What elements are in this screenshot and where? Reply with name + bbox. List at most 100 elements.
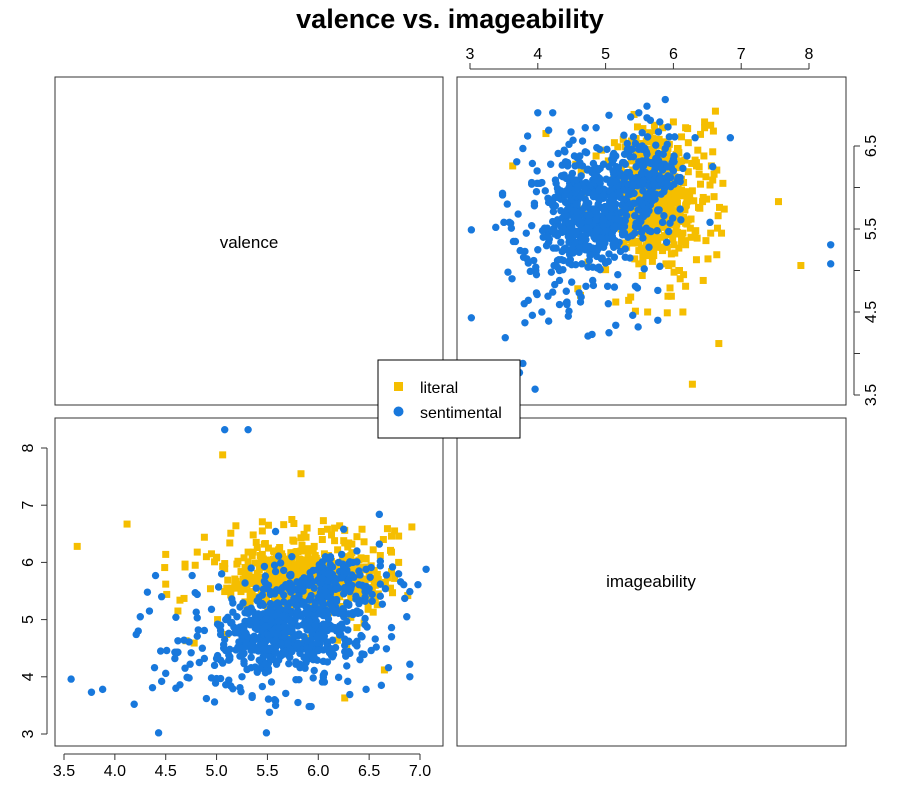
point-literal-tr (713, 224, 721, 232)
point-sentimental-tr (553, 231, 562, 240)
point-literal-tr (657, 233, 665, 241)
point-sentimental-tr (591, 163, 600, 172)
point-literal-bl (266, 563, 274, 571)
point-sentimental-tr (634, 323, 642, 331)
point-sentimental-bl (280, 623, 288, 631)
point-sentimental-tr (530, 202, 539, 210)
point-sentimental-bl (334, 609, 343, 618)
point-sentimental-bl (229, 599, 237, 607)
point-sentimental-tr (572, 260, 580, 269)
point-literal-tr (673, 164, 681, 172)
point-sentimental-bl (377, 681, 386, 690)
point-sentimental-tr (583, 224, 591, 232)
point-sentimental-bl (193, 632, 201, 640)
point-literal-tr (661, 232, 669, 240)
point-sentimental-tr (629, 311, 637, 320)
point-literal-bl (404, 592, 412, 600)
point-sentimental-bl (247, 564, 255, 572)
point-sentimental-tr (541, 187, 549, 195)
point-literal-tr (709, 127, 717, 135)
point-sentimental-bl (324, 570, 333, 578)
point-sentimental-bl (286, 571, 294, 579)
point-sentimental-tr (564, 312, 573, 320)
point-literal-tr (680, 271, 688, 279)
point-sentimental-tr (557, 256, 566, 264)
point-sentimental-bl (387, 633, 396, 641)
point-sentimental-bl (214, 583, 223, 591)
point-sentimental-tr (554, 187, 562, 196)
point-literal-tr (675, 244, 683, 252)
point-sentimental-bl (327, 645, 336, 653)
point-literal-bl (340, 537, 348, 545)
point-sentimental-tr (500, 218, 508, 227)
point-sentimental-tr (513, 158, 521, 166)
point-literal-tr (682, 237, 690, 245)
point-sentimental-bl (162, 669, 170, 678)
point-sentimental-tr (565, 259, 573, 267)
x-tick-label-top-right: 8 (805, 46, 814, 63)
point-sentimental-tr (623, 139, 631, 148)
point-literal-bl (373, 576, 381, 584)
point-sentimental-bl (344, 677, 352, 686)
point-literal-bl (231, 575, 239, 583)
point-literal-bl (297, 547, 305, 555)
point-sentimental-tr (629, 181, 637, 189)
point-sentimental-bl (328, 563, 337, 571)
point-sentimental-bl (261, 622, 270, 631)
x-tick-label-top-right: 3 (466, 46, 475, 63)
point-literal-bl (383, 525, 391, 533)
point-sentimental-tr (645, 170, 654, 178)
point-sentimental-bl (403, 613, 411, 621)
point-sentimental-tr (526, 267, 535, 276)
point-literal-tr (686, 224, 694, 232)
point-sentimental-bl (384, 663, 393, 672)
point-sentimental-tr (570, 152, 579, 160)
point-literal-tr (639, 258, 647, 266)
point-literal-tr (646, 221, 654, 229)
point-sentimental-tr (549, 226, 557, 235)
point-sentimental-tr (498, 189, 507, 198)
point-sentimental-tr (569, 136, 577, 144)
point-literal-tr (694, 203, 702, 211)
point-literal-tr (714, 212, 722, 220)
point-sentimental-bl (306, 626, 314, 634)
point-sentimental-tr (581, 124, 589, 132)
point-sentimental-tr (539, 233, 547, 241)
point-sentimental-tr (492, 223, 500, 232)
point-literal-bl (241, 569, 249, 577)
point-sentimental-tr (616, 247, 625, 256)
point-literal-tr (704, 255, 712, 263)
point-sentimental-tr (523, 132, 532, 140)
point-literal-bl (245, 572, 253, 580)
point-literal-bl (371, 594, 379, 602)
point-literal-bl (353, 624, 361, 632)
point-sentimental-bl (148, 683, 157, 692)
point-sentimental-bl (271, 701, 280, 710)
point-sentimental-tr (568, 248, 577, 256)
point-sentimental-tr (612, 321, 620, 329)
point-literal-tr (663, 149, 671, 157)
point-sentimental-tr (528, 159, 537, 168)
point-literal-tr (706, 181, 714, 189)
point-literal-tr (653, 219, 661, 227)
point-sentimental-tr (555, 266, 564, 275)
point-sentimental-tr (549, 207, 558, 216)
point-sentimental-bl (210, 661, 219, 670)
point-sentimental-bl (406, 673, 414, 681)
point-sentimental-bl (318, 558, 327, 566)
point-literal-bl (360, 576, 368, 584)
point-sentimental-tr (726, 134, 735, 142)
point-sentimental-tr (578, 137, 587, 145)
point-sentimental-tr (589, 190, 598, 198)
point-literal-bl (162, 550, 170, 558)
y-tick-label-top-right: 6.5 (863, 135, 880, 157)
point-sentimental-tr (670, 180, 678, 188)
point-literal-bl (389, 589, 397, 597)
point-sentimental-tr (609, 167, 617, 175)
point-literal-tr (700, 152, 708, 160)
point-literal-bl (334, 546, 342, 554)
point-literal-tr (614, 143, 622, 151)
point-literal-bl (370, 581, 378, 589)
point-sentimental-tr (550, 261, 558, 270)
